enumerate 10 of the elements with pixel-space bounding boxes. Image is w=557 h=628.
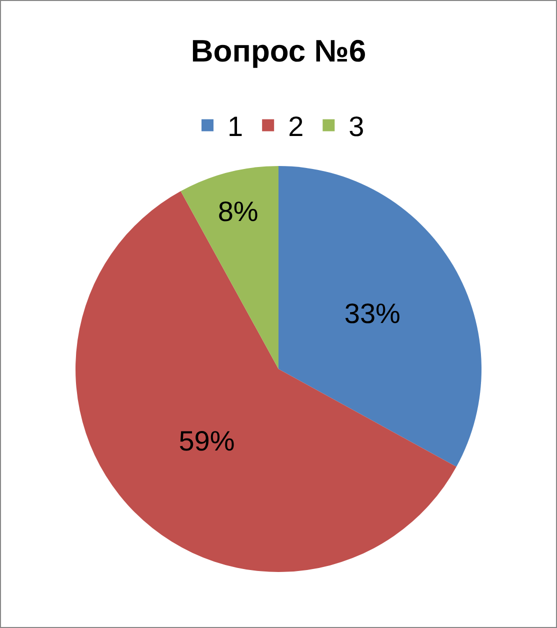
pie-slice	[180, 166, 278, 369]
pie-slice	[278, 166, 482, 467]
pie-slice	[76, 191, 456, 572]
data-label: 33%	[344, 298, 400, 329]
legend-label: 2	[288, 111, 304, 142]
legend-label: 3	[348, 111, 364, 142]
data-label: 8%	[218, 196, 258, 228]
legend-label: 1	[228, 111, 244, 142]
chart-title: Вопрос №6	[190, 34, 366, 69]
data-label: 59%	[178, 425, 235, 456]
